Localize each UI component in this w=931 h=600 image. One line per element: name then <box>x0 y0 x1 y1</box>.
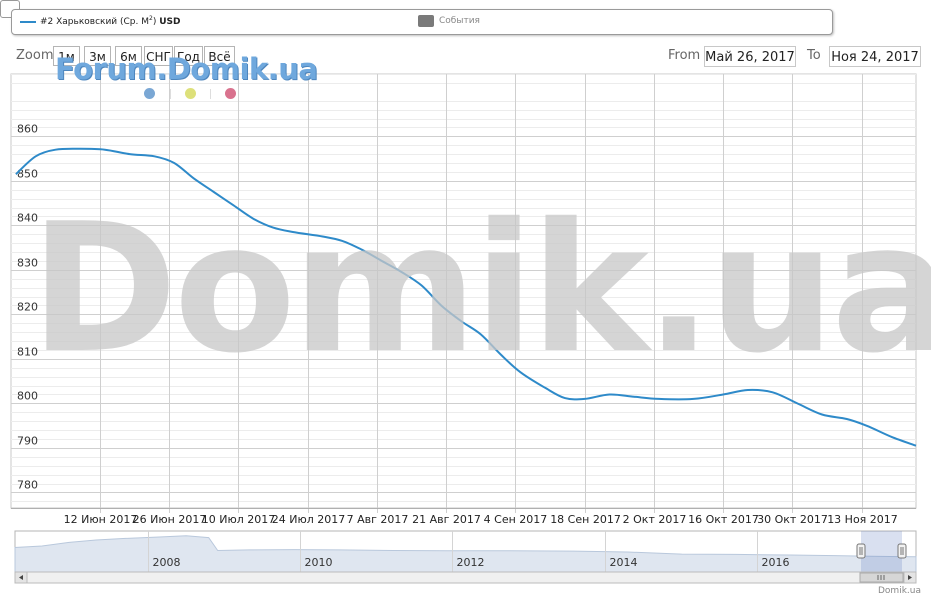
legend-events-swatch[interactable] <box>418 15 434 27</box>
y-tick-label: 810 <box>17 346 38 359</box>
series-line[interactable] <box>15 147 917 447</box>
navigator-year-label: 2012 <box>457 556 485 569</box>
y-tick-label: 800 <box>17 390 38 403</box>
legend-series-swatch <box>20 21 36 23</box>
x-tick-label: 21 Авг 2017 <box>412 513 481 526</box>
zoom-button-6m[interactable]: 6м <box>115 46 142 66</box>
x-tick-label: 2 Окт 2017 <box>623 513 687 526</box>
y-tick-label: 840 <box>17 212 38 225</box>
navigator-handle[interactable] <box>897 543 907 559</box>
chart-legend: #2 Харьковский (Ср. М2) USD События <box>11 9 833 35</box>
range-from-input[interactable]: Май 26, 2017 <box>704 46 796 67</box>
x-tick-label: 30 Окт 2017 <box>757 513 828 526</box>
x-tick-label: 16 Окт 2017 <box>688 513 759 526</box>
indicator-separator <box>210 89 211 99</box>
indicator-dot-yellow[interactable] <box>185 88 196 99</box>
y-tick-label: 850 <box>17 168 38 181</box>
x-tick-label: 7 Авг 2017 <box>347 513 409 526</box>
series-layer <box>15 147 917 447</box>
navigator-year-label: 2008 <box>153 556 181 569</box>
y-tick-label: 780 <box>17 479 38 492</box>
scrollbar-track[interactable] <box>14 571 917 584</box>
grid-major <box>11 136 916 493</box>
y-tick-label: 860 <box>17 123 38 136</box>
x-tick-label: 24 Июл 2017 <box>272 513 346 526</box>
navigator-year-label: 2010 <box>305 556 333 569</box>
legend-series-item[interactable]: #2 Харьковский (Ср. М2) USD <box>40 15 181 27</box>
watermark-small: Forum.Domik.ua <box>55 52 318 86</box>
indicator-dot-pink[interactable] <box>225 88 236 99</box>
watermark-large: Domik.ua <box>30 185 931 392</box>
range-to-input[interactable]: Ноя 24, 2017 <box>829 46 921 67</box>
zoom-button-year[interactable]: Год <box>174 46 203 66</box>
x-tick-label: 13 Ноя 2017 <box>827 513 898 526</box>
range-to-label: To <box>807 48 821 63</box>
zoom-button-ytd[interactable]: СНГ <box>144 46 173 66</box>
y-tick-label: 830 <box>17 257 38 270</box>
y-tick-label: 790 <box>17 435 38 448</box>
navigator-year-label: 2016 <box>762 556 790 569</box>
navigator-handle[interactable] <box>856 543 866 559</box>
y-tick-label: 820 <box>17 301 38 314</box>
grid-minor <box>11 74 916 502</box>
arrow-left-icon <box>19 575 23 580</box>
zoom-button-all[interactable]: Всё <box>204 46 235 66</box>
legend-series-unit: USD <box>159 17 181 27</box>
legend-series-label: #2 Харьковский (Ср. М <box>40 17 150 27</box>
navigator-selection[interactable] <box>861 531 902 572</box>
zoom-button-3m[interactable]: 3м <box>84 46 111 66</box>
x-tick-label: 26 Июн 2017 <box>133 513 207 526</box>
x-tick-label: 10 Июл 2017 <box>202 513 276 526</box>
range-from-label: From <box>668 48 701 63</box>
credit-link[interactable]: Domik.ua <box>878 586 921 596</box>
zoom-label: Zoom <box>16 48 54 63</box>
navigator-area <box>14 535 917 573</box>
indicator-dot-blue[interactable] <box>144 88 155 99</box>
navigator-year-label: 2014 <box>610 556 638 569</box>
arrow-right-icon <box>908 575 912 580</box>
grid-vertical <box>100 74 863 513</box>
x-tick-label: 18 Сен 2017 <box>550 513 621 526</box>
zoom-button-1m[interactable]: 1м <box>53 46 80 66</box>
legend-series-close: ) <box>152 17 157 27</box>
y-axis-ticks: 780 790 800 810 820 830 840 850 860 <box>17 123 38 492</box>
x-tick-label: 4 Сен 2017 <box>484 513 548 526</box>
legend-series-sup: 2 <box>149 15 153 22</box>
indicator-separator <box>170 89 171 99</box>
x-tick-label: 12 Июн 2017 <box>64 513 138 526</box>
navigator[interactable]: 2008 2010 2012 2014 2016 <box>14 530 917 584</box>
legend-events-item[interactable]: События <box>439 16 480 26</box>
